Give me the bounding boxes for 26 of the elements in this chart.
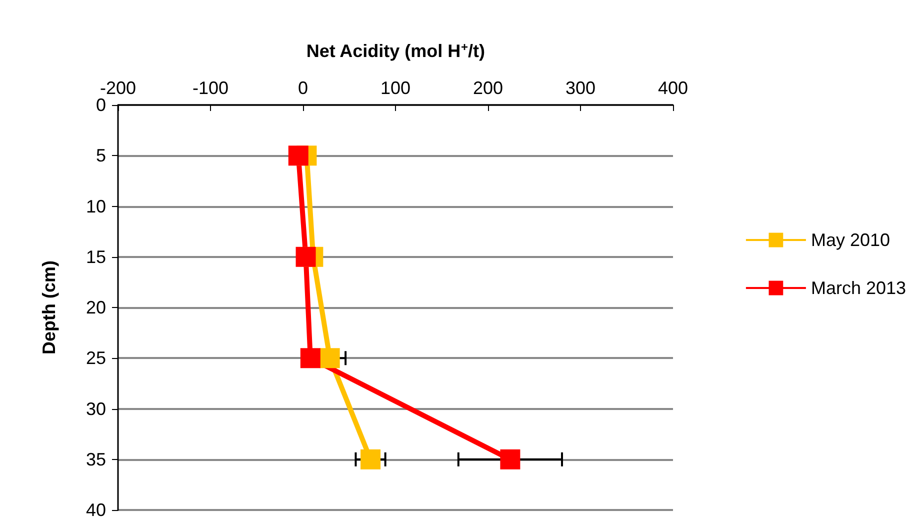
x-tick-label: -200 — [100, 78, 136, 98]
legend-label: May 2010 — [810, 230, 890, 250]
point — [360, 449, 381, 470]
x-axis-title: Net Acidity (mol H+/t) — [306, 40, 486, 61]
x-tick-label: 400 — [658, 78, 688, 98]
x-tick-label: 0 — [298, 78, 308, 98]
legend-label: March 2013 — [810, 278, 906, 298]
x-tick-label: 300 — [565, 78, 596, 98]
y-tick-label: 35 — [86, 449, 106, 470]
point — [500, 449, 520, 470]
y-tick-label: 40 — [86, 500, 106, 520]
x-tick-label: -100 — [192, 78, 229, 98]
point — [300, 348, 320, 368]
point — [296, 246, 316, 267]
y-tick-label: 25 — [86, 348, 106, 368]
y-tick-label: 0 — [96, 95, 106, 115]
y-tick-label: 15 — [86, 246, 106, 267]
y-tick-label: 20 — [86, 298, 106, 318]
x-tick-label: 100 — [380, 78, 411, 98]
point — [320, 348, 340, 368]
y-tick-label: 10 — [86, 196, 106, 216]
y-tick-label: 30 — [86, 398, 106, 419]
y-axis-title: Depth (cm) — [39, 260, 59, 354]
x-tick-label: 200 — [472, 78, 504, 98]
point — [288, 146, 308, 166]
y-tick-label: 5 — [96, 146, 106, 166]
